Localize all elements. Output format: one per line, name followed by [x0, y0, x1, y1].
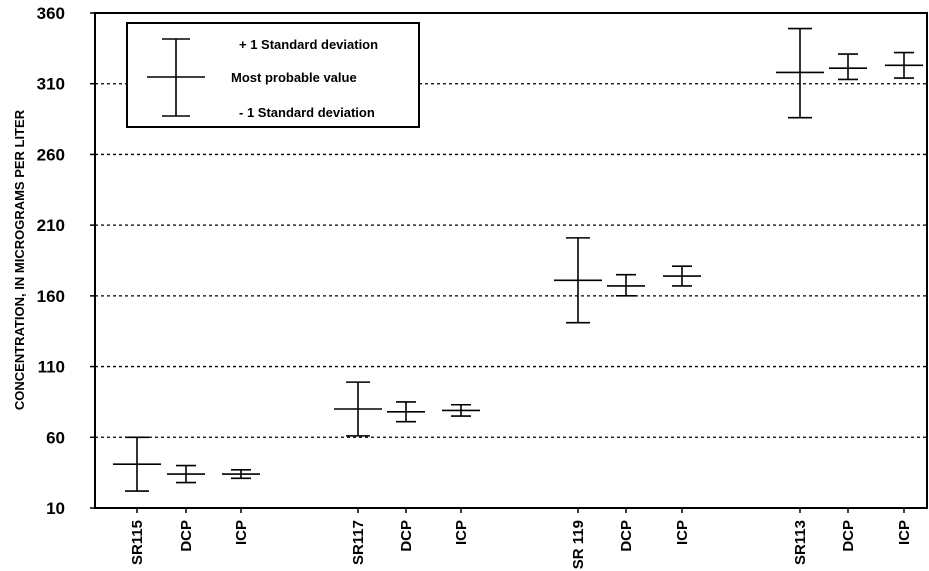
error-bar: [776, 29, 824, 118]
legend-middle-label: Most probable value: [231, 70, 357, 85]
x-category-label: ICP: [896, 520, 913, 545]
x-category-label: ICP: [233, 520, 250, 545]
error-bar: [222, 470, 260, 478]
y-axis-label: CONCENTRATION, IN MICROGRAMS PER LITER: [12, 109, 27, 410]
legend-lower-label: - 1 Standard deviation: [239, 105, 375, 120]
y-axis-ticks: 10 60 110 160 210 260 310 360: [37, 4, 95, 518]
y-tick-label: 310: [37, 75, 65, 94]
x-category-label: DCP: [618, 520, 635, 552]
legend-upper-label: + 1 Standard deviation: [239, 37, 378, 52]
y-tick-label: 360: [37, 4, 65, 23]
error-bar: [442, 405, 480, 416]
error-bar: [113, 437, 161, 491]
error-bar: [334, 382, 382, 436]
y-tick-label: 210: [37, 216, 65, 235]
legend: + 1 Standard deviation Most probable val…: [127, 23, 419, 127]
x-category-label: DCP: [840, 520, 857, 552]
error-bar: [829, 54, 867, 79]
error-bar: [554, 238, 602, 323]
error-bar: [387, 402, 425, 422]
y-tick-label: 110: [38, 358, 65, 377]
y-tick-label: 60: [46, 428, 65, 447]
y-tick-label: 260: [37, 145, 65, 164]
y-tick-label: 160: [37, 287, 65, 306]
x-category-label: DCP: [398, 520, 415, 552]
x-axis-categories: SR115 DCP ICP SR117 DCP ICP SR 119 DCP ICP SR113 D…: [129, 508, 913, 569]
x-category-label: SR113: [792, 520, 809, 565]
x-category-label: SR 119: [570, 520, 587, 569]
x-category-label: SR117: [350, 520, 367, 565]
gridlines: [95, 84, 927, 438]
error-bar: [885, 53, 923, 78]
x-category-label: ICP: [674, 520, 691, 545]
error-bar: [663, 266, 701, 286]
x-category-label: SR115: [129, 520, 146, 565]
error-bar: [167, 466, 205, 483]
error-bar: [607, 275, 645, 296]
x-category-label: DCP: [178, 520, 195, 552]
y-tick-label: 10: [46, 499, 65, 518]
x-category-label: ICP: [453, 520, 470, 545]
